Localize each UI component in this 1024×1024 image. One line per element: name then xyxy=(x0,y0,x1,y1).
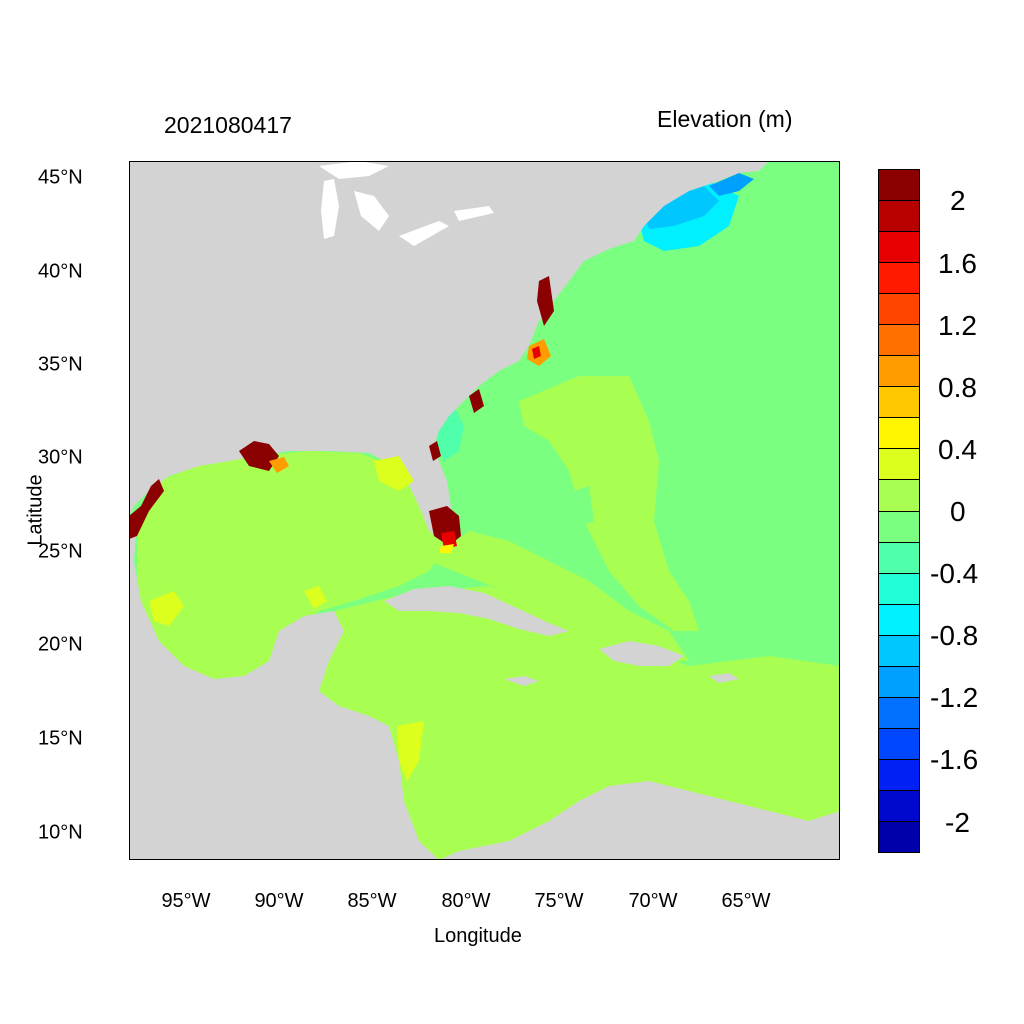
y-tick-40n: 40°N xyxy=(38,260,83,283)
cuba-land xyxy=(384,586,569,636)
bahamas-shelf xyxy=(429,531,689,661)
colorbar-label-neg-1-6: -1.6 xyxy=(930,744,979,775)
gulf-of-maine-deep xyxy=(644,186,719,229)
colorbar-swatch xyxy=(879,604,919,636)
y-tick-20n: 20°N xyxy=(38,633,83,656)
x-tick-70w: 70°W xyxy=(628,890,678,912)
timestamp-title: 2021080417 xyxy=(164,112,292,138)
lake-superior xyxy=(319,161,389,179)
x-axis-title: Longitude xyxy=(434,925,522,947)
nicaragua-positive xyxy=(397,721,424,781)
x-tick-65w: 65°W xyxy=(721,890,771,912)
x-tick-80w: 80°W xyxy=(441,890,491,912)
bay-of-fundy xyxy=(709,173,754,196)
colorbar-label-1-2: 1.2 xyxy=(938,310,977,341)
puerto-rico-land xyxy=(709,673,739,683)
north-america-land xyxy=(129,161,769,541)
colorbar xyxy=(878,169,920,853)
colorbar-swatch xyxy=(879,542,919,574)
lake-huron xyxy=(354,191,389,231)
colorbar-swatch xyxy=(879,573,919,605)
colorbar-label-0-4: 0.4 xyxy=(938,434,977,465)
x-tick-90w: 90°W xyxy=(254,890,304,912)
colorbar-label-neg-0-4: -0.4 xyxy=(930,558,979,589)
map-plot xyxy=(129,161,840,860)
colorbar-label-2: 2 xyxy=(950,185,966,216)
colorbar-label-0: 0 xyxy=(950,496,966,527)
jamaica-land xyxy=(504,676,539,686)
louisiana-surge xyxy=(239,441,279,471)
map-svg xyxy=(129,161,840,860)
campeche-positive xyxy=(304,586,327,609)
colorbar-swatch xyxy=(879,697,919,729)
colorbar-swatch xyxy=(879,666,919,698)
colorbar-label-1-6: 1.6 xyxy=(938,248,977,279)
colorbar-swatch xyxy=(879,418,919,450)
big-bend-positive xyxy=(374,456,414,491)
texas-coast-surge xyxy=(129,479,164,539)
lake-michigan xyxy=(321,179,339,239)
y-tick-15n: 15°N xyxy=(38,727,83,750)
colorbar-swatch xyxy=(879,387,919,419)
colorbar-swatch xyxy=(879,635,919,667)
colorbar-swatch xyxy=(879,201,919,233)
colorbar-swatch xyxy=(879,480,919,512)
colorbar-swatch xyxy=(879,821,919,853)
carolina-coast-surge xyxy=(429,441,441,461)
y-tick-10n: 10°N xyxy=(38,821,83,844)
louisiana-surge-orange xyxy=(269,457,289,473)
atlantic-negative-patch xyxy=(574,486,594,526)
pamlico-sound-red xyxy=(532,346,541,359)
map-border xyxy=(129,161,840,860)
colorbar-swatch xyxy=(879,232,919,264)
lake-erie xyxy=(399,221,449,246)
chesapeake-surge xyxy=(537,276,554,326)
colorbar-swatch xyxy=(879,728,919,760)
colorbar-swatch xyxy=(879,325,919,357)
atlantic-positive-tongue xyxy=(519,376,699,631)
variable-title: Elevation (m) xyxy=(657,106,793,132)
y-tick-45n: 45°N xyxy=(38,166,83,189)
y-tick-35n: 35°N xyxy=(38,353,83,376)
south-america-land xyxy=(439,781,840,860)
lake-ontario xyxy=(454,206,494,221)
y-axis-title: Latitude xyxy=(24,474,47,546)
yucatan-positive xyxy=(149,591,184,626)
central-america-land xyxy=(129,516,439,860)
y-tick-25n: 25°N xyxy=(38,540,83,563)
colorbar-swatch xyxy=(879,294,919,326)
colorbar-label-neg-0-8: -0.8 xyxy=(930,620,979,651)
gulf-of-mexico xyxy=(137,451,447,679)
colorbar-swatch xyxy=(879,790,919,822)
georgia-coast-surge xyxy=(469,389,484,413)
colorbar-label-neg-1-2: -1.2 xyxy=(930,682,979,713)
colorbar-swatch xyxy=(879,759,919,791)
colorbar-swatch xyxy=(879,263,919,295)
colorbar-label-0-8: 0.8 xyxy=(938,372,977,403)
florida-keys-yellow xyxy=(439,544,454,553)
x-tick-75w: 75°W xyxy=(534,890,584,912)
hispaniola-land xyxy=(599,641,684,666)
colorbar-swatch xyxy=(879,356,919,388)
colorbar-swatch xyxy=(879,170,919,202)
colorbar-label-neg-2: -2 xyxy=(945,807,970,838)
x-tick-95w: 95°W xyxy=(161,890,211,912)
y-tick-30n: 30°N xyxy=(38,446,83,469)
x-tick-85w: 85°W xyxy=(347,890,397,912)
colorbar-swatch xyxy=(879,449,919,481)
colorbar-swatch xyxy=(879,511,919,543)
